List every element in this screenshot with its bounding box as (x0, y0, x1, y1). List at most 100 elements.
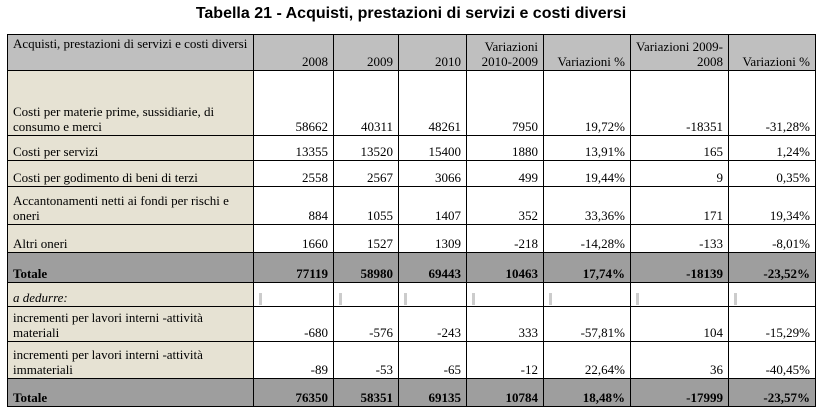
value-cell: 165 (630, 135, 729, 161)
empty-cell (543, 282, 631, 307)
value-cell: 13520 (333, 135, 399, 161)
header-row: Acquisti, prestazioni di servizi e costi… (7, 34, 816, 71)
value-cell: -57,81% (543, 306, 631, 342)
empty-cell (253, 282, 334, 307)
label-cell: Costi per materie prime, sussidiarie, di… (7, 70, 254, 136)
empty-cell (333, 282, 399, 307)
value-cell: 77119 (253, 252, 334, 283)
value-cell: 19,44% (543, 160, 631, 187)
value-cell: -576 (333, 306, 399, 342)
table-row: Altri oneri 1660 1527 1309 -218 -14,28% -133 -8… (7, 224, 816, 253)
value-cell: 48261 (398, 70, 467, 136)
header-cell: Variazioni % (543, 34, 631, 71)
table-row: Costi per materie prime, sussidiarie, di… (7, 70, 816, 136)
value-cell: 17,74% (543, 252, 631, 283)
value-cell: 7950 (466, 70, 544, 136)
label-cell: Costi per godimento di beni di terzi (7, 160, 254, 187)
label-cell: Totale (7, 252, 254, 283)
table-row: Costi per servizi 13355 13520 15400 1880 13,9… (7, 135, 816, 161)
value-cell: -12 (466, 341, 544, 379)
label-cell: Altri oneri (7, 224, 254, 253)
value-cell: 352 (466, 186, 544, 225)
value-cell: -218 (466, 224, 544, 253)
value-cell: 9 (630, 160, 729, 187)
value-cell: 10784 (466, 378, 544, 407)
value-cell: 1,24% (728, 135, 816, 161)
value-cell: 76350 (253, 378, 334, 407)
value-cell: 13,91% (543, 135, 631, 161)
empty-cell (398, 282, 467, 307)
value-cell: 2567 (333, 160, 399, 187)
value-cell: 499 (466, 160, 544, 187)
value-cell: 1309 (398, 224, 467, 253)
label-cell: a dedurre: (7, 282, 254, 307)
table-row: Accantonamenti netti ai fondi per rischi… (7, 186, 816, 225)
value-cell: 33,36% (543, 186, 631, 225)
header-cell: Variazioni % (728, 34, 816, 71)
header-cell: 2010 (398, 34, 467, 71)
label-cell: Accantonamenti netti ai fondi per rischi… (7, 186, 254, 225)
value-cell: 3066 (398, 160, 467, 187)
value-cell: 13355 (253, 135, 334, 161)
value-cell: 1407 (398, 186, 467, 225)
cell-marker (404, 293, 407, 305)
label-cell: incrementi per lavori interni -attività … (7, 341, 254, 379)
value-cell: -680 (253, 306, 334, 342)
value-cell: -17999 (630, 378, 729, 407)
value-cell: -23,52% (728, 252, 816, 283)
cell-marker (472, 293, 475, 305)
table-row: incrementi per lavori interni -attività … (7, 341, 816, 379)
value-cell: 0,35% (728, 160, 816, 187)
value-cell: 69443 (398, 252, 467, 283)
table-row: Costi per godimento di beni di terzi 2558… (7, 160, 816, 187)
header-cell: Variazioni 2009-2008 (630, 34, 729, 71)
table: Acquisti, prestazioni di servizi e costi… (7, 34, 816, 407)
value-cell: -18139 (630, 252, 729, 283)
value-cell: -8,01% (728, 224, 816, 253)
empty-cell (630, 282, 729, 307)
value-cell: 333 (466, 306, 544, 342)
value-cell: -89 (253, 341, 334, 379)
title: Tabella 21 - Acquisti, prestazioni di se… (195, 5, 627, 22)
table-row: incrementi per lavori interni -attività … (7, 306, 816, 342)
table-row: Totale 76350 58351 69135 10784 18,48% -17999 -2… (7, 378, 816, 407)
value-cell: 1880 (466, 135, 544, 161)
cell-marker (636, 293, 639, 305)
value-cell: 2558 (253, 160, 334, 187)
cell-marker (259, 293, 262, 305)
cell-marker (549, 293, 552, 305)
value-cell: -133 (630, 224, 729, 253)
value-cell: 19,72% (543, 70, 631, 136)
cell-marker (339, 293, 342, 305)
label-cell: incrementi per lavori interni -attività … (7, 306, 254, 342)
value-cell: -15,29% (728, 306, 816, 342)
table-row: a dedurre: (7, 282, 816, 307)
value-cell: 58662 (253, 70, 334, 136)
value-cell: 10463 (466, 252, 544, 283)
table-row: Totale 77119 58980 69443 10463 17,74% -18139 -2… (7, 252, 816, 283)
empty-cell (728, 282, 816, 307)
label-cell: Totale (7, 378, 254, 407)
value-cell: 19,34% (728, 186, 816, 225)
value-cell: 69135 (398, 378, 467, 407)
value-cell: 18,48% (543, 378, 631, 407)
value-cell: -53 (333, 341, 399, 379)
cell-marker (734, 293, 737, 305)
value-cell: 58980 (333, 252, 399, 283)
header-cell: 2009 (333, 34, 399, 71)
value-cell: 36 (630, 341, 729, 379)
value-cell: -18351 (630, 70, 729, 136)
value-cell: -40,45% (728, 341, 816, 379)
value-cell: 1527 (333, 224, 399, 253)
empty-cell (466, 282, 544, 307)
value-cell: 104 (630, 306, 729, 342)
value-cell: -31,28% (728, 70, 816, 136)
header-cell: Variazioni 2010-2009 (466, 34, 544, 71)
value-cell: 1055 (333, 186, 399, 225)
header-cell: Acquisti, prestazioni di servizi e costi… (7, 34, 254, 71)
value-cell: -243 (398, 306, 467, 342)
value-cell: 171 (630, 186, 729, 225)
value-cell: -23,57% (728, 378, 816, 407)
value-cell: 40311 (333, 70, 399, 136)
